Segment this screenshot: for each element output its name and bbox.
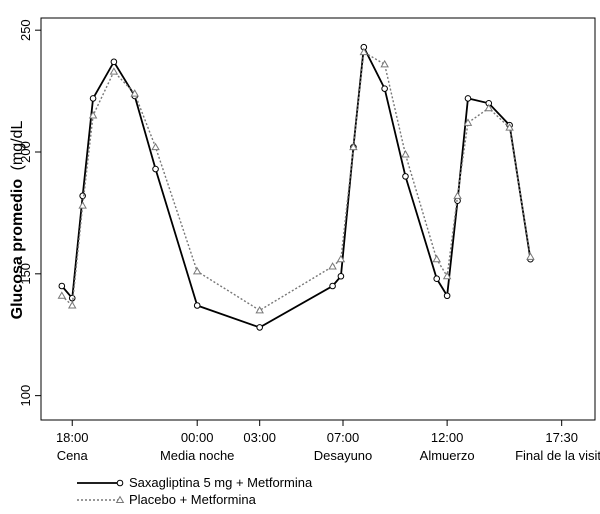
data-point-circle [329, 282, 336, 290]
data-point-circle [381, 85, 388, 92]
data-point-circle [89, 95, 97, 102]
y-tick-label: 100 [18, 385, 33, 407]
y-axis-title: Glucosa promedio (mg/dL [9, 121, 26, 320]
data-point-triangle [401, 150, 410, 158]
legend-label: Placebo + Metformina [129, 492, 257, 507]
y-tick-label: 150 [18, 263, 33, 285]
y-tick-label: 250 [18, 19, 33, 41]
legend: Saxagliptina 5 mg + Metformina Placebo + … [77, 475, 313, 507]
data-point-triangle [359, 47, 369, 56]
x-tick-event-label: Almuerzo [420, 448, 475, 463]
data-point-triangle [192, 266, 202, 275]
x-tick-event-label: Cena [57, 448, 89, 463]
x-tick-time-label: 12:00 [431, 430, 464, 445]
series-saxagliptina [58, 43, 534, 331]
data-point-triangle [109, 67, 119, 75]
data-point-triangle [57, 291, 67, 299]
y-axis-title-unit: (mg/dL [9, 121, 26, 171]
data-point-circle [58, 282, 66, 290]
data-point-circle [68, 294, 76, 302]
plot-frame [40, 17, 596, 421]
data-point-triangle [130, 89, 139, 97]
data-point-triangle [463, 118, 473, 126]
series-line [61, 44, 532, 329]
series-line [61, 50, 532, 312]
data-point-triangle [526, 252, 535, 260]
x-tick-time-label: 00:00 [181, 430, 214, 445]
data-point-triangle [88, 111, 98, 119]
data-point-circle [152, 165, 159, 173]
data-point-triangle [151, 142, 160, 151]
data-point-circle [337, 272, 345, 280]
data-point-triangle [255, 305, 264, 314]
data-point-circle [443, 292, 451, 300]
x-tick-event-label: Desayuno [314, 448, 373, 463]
data-point-triangle [505, 123, 514, 131]
legend-marker-circle [116, 479, 124, 487]
data-point-triangle [67, 301, 77, 309]
y-tick-label: 200 [18, 141, 33, 163]
data-point-circle [79, 192, 86, 200]
series-placebo [57, 47, 535, 314]
data-point-circle [110, 58, 118, 66]
data-point-circle [464, 95, 472, 102]
data-point-circle [193, 302, 201, 309]
y-axis-title-bold: Glucosa promedio [9, 179, 26, 320]
data-point-triangle [380, 59, 389, 68]
x-tick-time-label: 07:00 [327, 430, 360, 445]
legend-label: Saxagliptina 5 mg + Metformina [129, 475, 313, 490]
data-point-circle [256, 324, 263, 331]
data-point-triangle [328, 262, 337, 270]
x-tick-time-label: 03:00 [243, 430, 276, 445]
data-point-circle [402, 173, 409, 180]
data-point-triangle [442, 271, 452, 280]
data-point-triangle [349, 142, 358, 151]
x-tick-time-label: 17:30 [545, 430, 578, 445]
legend-marker-triangle [115, 495, 125, 504]
data-point-triangle [484, 103, 494, 112]
data-point-triangle [432, 254, 441, 263]
data-point-triangle [336, 254, 346, 263]
x-tick-time-label: 18:00 [56, 430, 89, 445]
data-point-triangle [453, 191, 462, 199]
data-point-circle [433, 275, 441, 282]
x-tick-event-label: Media noche [160, 448, 234, 463]
data-point-triangle [78, 201, 87, 209]
x-tick-event-label: Final de la visita [515, 448, 600, 463]
